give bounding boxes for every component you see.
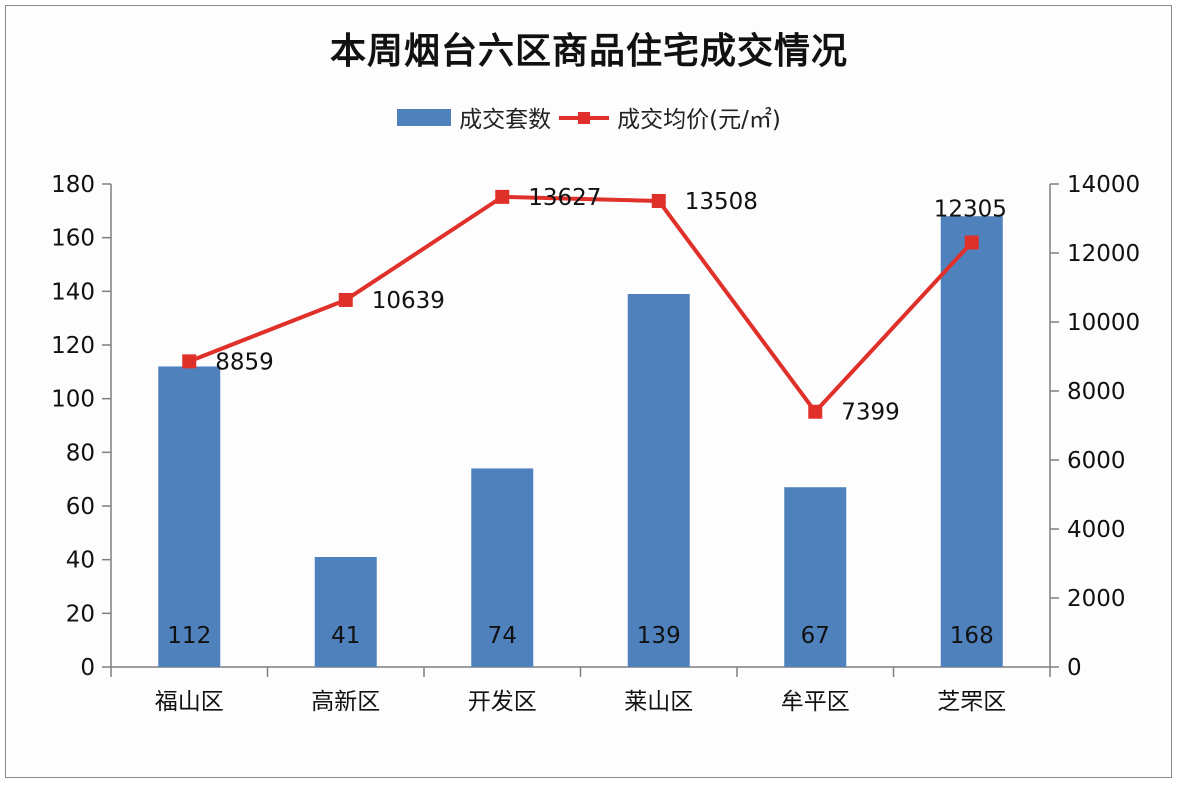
line-marker-icon (182, 354, 197, 369)
bar-value-label: 74 (488, 623, 517, 649)
right-tick-label: 10000 (1067, 310, 1140, 336)
bar (158, 366, 221, 667)
right-tick-label: 14000 (1067, 172, 1140, 198)
right-tick-label: 2000 (1067, 586, 1126, 612)
bar (784, 487, 847, 667)
line-marker-icon (808, 404, 823, 419)
line-marker-icon (964, 235, 979, 250)
right-tick-label: 0 (1067, 655, 1082, 681)
bar (940, 216, 1003, 667)
legend-line-label: 成交均价(元/㎡) (617, 107, 781, 133)
line-marker-icon (495, 189, 510, 204)
category-label: 高新区 (311, 689, 380, 715)
left-tick-label: 140 (51, 279, 95, 305)
left-tick-label: 0 (80, 655, 95, 681)
line-marker-icon (651, 193, 666, 208)
line-value-label: 13627 (528, 185, 601, 211)
left-tick-label: 120 (51, 333, 95, 359)
line-marker-icon (338, 292, 353, 307)
right-tick-label: 6000 (1067, 448, 1126, 474)
bar (314, 556, 377, 667)
right-tick-label: 8000 (1067, 379, 1126, 405)
bar (627, 294, 690, 667)
left-tick-label: 160 (51, 226, 95, 252)
right-tick-label: 4000 (1067, 517, 1126, 543)
line-value-label: 7399 (841, 400, 900, 426)
price-line (188, 194, 974, 414)
line-value-label: 8859 (215, 349, 274, 375)
line-value-label: 12305 (934, 196, 1007, 222)
bar-value-label: 139 (637, 623, 681, 649)
bar-value-label: 168 (950, 623, 994, 649)
legend: 成交套数 成交均价(元/㎡) (0, 100, 1178, 134)
bar-value-label: 67 (801, 623, 830, 649)
chart-title: 本周烟台六区商品住宅成交情况 (329, 31, 848, 72)
bar-value-label: 41 (331, 623, 360, 649)
bar-value-label: 112 (167, 623, 211, 649)
category-label: 开发区 (468, 689, 537, 715)
category-label: 芝罘区 (937, 689, 1006, 715)
category-label: 福山区 (155, 689, 224, 715)
left-tick-label: 40 (66, 548, 95, 574)
line-value-label: 10639 (372, 288, 445, 314)
bar (471, 468, 534, 667)
legend-line-swatch-icon (559, 109, 610, 126)
right-tick-label: 12000 (1067, 241, 1140, 267)
legend-bar-label: 成交套数 (459, 107, 552, 133)
line-value-label: 13508 (685, 189, 758, 215)
left-tick-label: 60 (66, 494, 95, 520)
left-tick-label: 20 (66, 601, 95, 627)
left-tick-label: 180 (51, 172, 95, 198)
category-label: 莱山区 (624, 689, 693, 715)
left-tick-label: 100 (51, 387, 95, 413)
category-label: 牟平区 (781, 689, 850, 715)
legend-bar-swatch-icon (397, 108, 452, 126)
left-tick-label: 80 (66, 440, 95, 466)
